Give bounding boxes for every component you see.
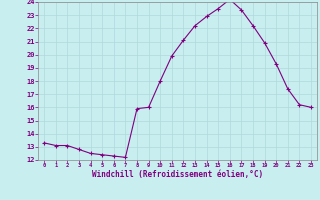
- X-axis label: Windchill (Refroidissement éolien,°C): Windchill (Refroidissement éolien,°C): [92, 170, 263, 179]
